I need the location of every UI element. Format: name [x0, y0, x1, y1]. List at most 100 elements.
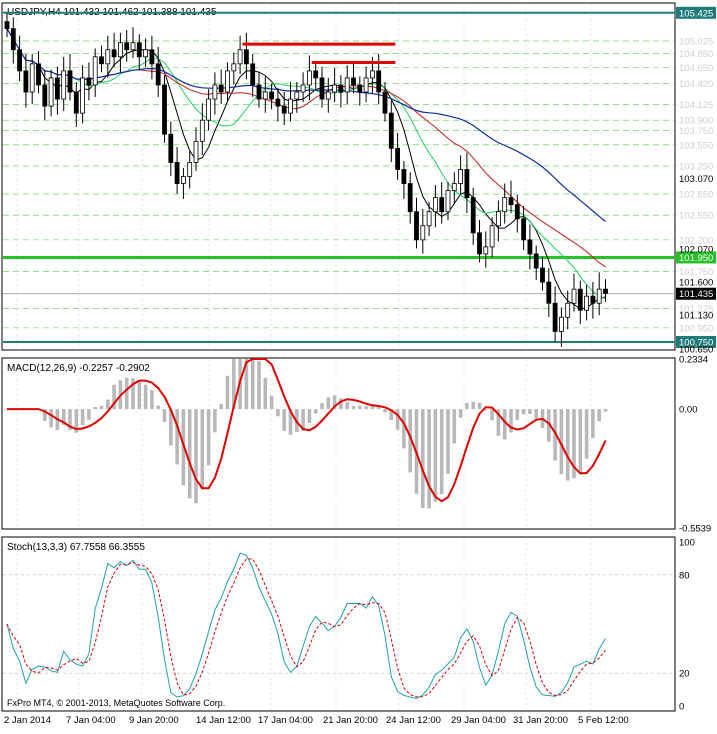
macd-histogram-bar [477, 402, 482, 410]
candle [596, 272, 602, 316]
candle-body [256, 84, 262, 100]
candle-body [105, 49, 111, 65]
candle-body [225, 70, 230, 93]
macd-histogram-bar [225, 375, 230, 410]
candle [451, 172, 457, 205]
candle [48, 69, 54, 117]
price-axis-label: 104.850 [679, 49, 713, 60]
macd-histogram-bar [263, 377, 268, 410]
candle [458, 155, 464, 194]
candle [206, 89, 212, 131]
candle-body [451, 183, 457, 191]
price-label-box [676, 6, 716, 19]
candle-body [199, 119, 205, 142]
macd-histogram-bar [421, 409, 425, 508]
macd-histogram-bar [156, 405, 160, 410]
candle [29, 53, 35, 104]
candle-body [275, 98, 281, 107]
price-axis-label: 104.125 [679, 100, 713, 111]
candle-body [369, 70, 375, 79]
candle-body [338, 84, 344, 93]
macd-histogram-bar [383, 409, 387, 413]
candle [603, 279, 608, 302]
candle-body [319, 77, 325, 100]
candle-body [237, 49, 243, 65]
candle [294, 82, 300, 113]
candle-body [86, 77, 92, 86]
candle-body [514, 204, 520, 220]
candle [351, 62, 356, 94]
price-axis-label: 101.750 [679, 267, 713, 278]
macd-histogram-bar [408, 409, 412, 473]
candle-body [149, 49, 155, 65]
candle-body [395, 147, 401, 170]
candle-body [206, 98, 212, 121]
time-axis-label: 14 Jan 12:00 [196, 715, 251, 726]
candle-body [55, 77, 60, 100]
macd-histogram-bar [515, 409, 520, 420]
candle [256, 72, 262, 108]
macd-histogram-bar [320, 403, 324, 410]
candle-body [212, 84, 218, 100]
macd-histogram-bar [61, 409, 66, 425]
macd-histogram-bar [143, 384, 148, 410]
candle [357, 76, 363, 106]
macd-histogram-bar [452, 409, 457, 444]
macd-histogram-bar [597, 409, 601, 422]
candle-body [470, 197, 476, 234]
candle-body [565, 302, 571, 318]
price-axis-label: 101.225 [679, 304, 713, 315]
candle [565, 290, 571, 330]
candle [332, 68, 338, 103]
macd-axis-tick: 0.2334 [679, 355, 708, 366]
macd-histogram-bar [496, 409, 501, 436]
candle-body [502, 197, 508, 213]
candle [269, 83, 275, 110]
candle-body [521, 218, 526, 241]
candle-body [483, 246, 489, 255]
price-axis-label: 101.435 [679, 289, 713, 300]
price-axis-label: 102.550 [679, 211, 713, 222]
macd-histogram-bar [565, 409, 570, 481]
candle-body [269, 91, 275, 100]
candle-body [477, 232, 482, 255]
candle-body [313, 70, 319, 79]
candle [495, 200, 501, 242]
stoch-axis-tick: 80 [679, 570, 690, 581]
candle-body [426, 211, 432, 227]
price-label-box [676, 335, 716, 348]
candle-body [495, 211, 501, 227]
candle [382, 82, 388, 122]
candle [407, 172, 413, 224]
candle-body [382, 91, 388, 114]
macd-histogram-bar [219, 404, 223, 410]
candle-body [603, 288, 608, 294]
candle [193, 127, 199, 171]
price-label-box [676, 287, 716, 300]
candle-body [180, 176, 186, 184]
price-axis-tick: 100.650 [679, 345, 713, 356]
stoch-pane [1, 536, 676, 712]
macd-histogram-bar [162, 409, 167, 422]
candle-body [136, 42, 142, 58]
macd-histogram-bar [547, 409, 551, 442]
price-axis-label: 100.950 [679, 323, 713, 334]
candle [325, 77, 331, 113]
candle-body [363, 77, 369, 93]
candle-body [231, 63, 237, 72]
macd-histogram-bar [389, 409, 394, 420]
candle [477, 220, 482, 263]
candle-body [288, 98, 293, 114]
candle-body [376, 70, 382, 93]
candle [237, 35, 243, 75]
time-axis-label: 24 Jan 12:00 [386, 715, 441, 726]
candle-body [111, 49, 117, 58]
candle-body [596, 288, 602, 304]
macd-pane-title: MACD(12,26,9) -0.2257 -0.2902 [7, 363, 150, 374]
macd-histogram-bar [458, 409, 463, 418]
macd-histogram-bar [301, 409, 305, 431]
candle-body [325, 91, 331, 100]
candle [10, 17, 16, 64]
macd-histogram-bar [490, 409, 494, 421]
